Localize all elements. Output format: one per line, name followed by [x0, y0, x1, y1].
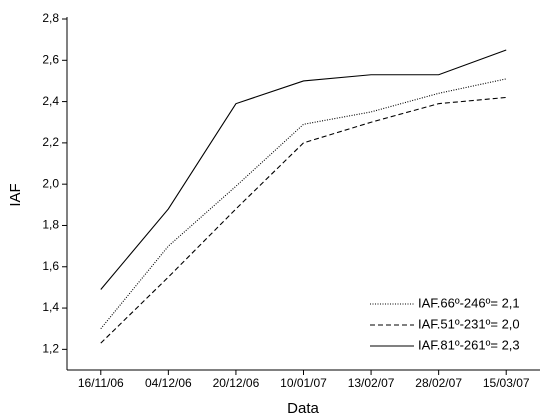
- series-line: [100, 96, 507, 344]
- x-tick-label: 16/11/06: [78, 376, 124, 390]
- x-tick-label: 28/02/07: [415, 376, 462, 390]
- x-tick-label: 15/03/07: [483, 376, 530, 390]
- y-tick-label: 2,0: [42, 176, 59, 190]
- x-tick-label: 13/02/07: [348, 376, 395, 390]
- y-tick-label: 1,6: [42, 259, 59, 273]
- x-axis-title: Data: [287, 400, 319, 415]
- legend-label: IAF.66º-246º= 2,1: [418, 295, 520, 310]
- y-tick-label: 2,8: [42, 11, 59, 25]
- series-line: [100, 49, 507, 290]
- y-tick-label: 1,2: [42, 342, 59, 356]
- y-tick-label: 1,4: [42, 300, 59, 314]
- y-axis-title: IAF: [7, 183, 24, 206]
- x-tick-label: 20/12/06: [213, 376, 260, 390]
- legend-label: IAF.51º-231º= 2,0: [418, 316, 520, 331]
- x-tick-label: 04/12/06: [145, 376, 192, 390]
- y-tick-label: 2,6: [42, 52, 59, 66]
- legend-label: IAF.81º-261º= 2,3: [418, 337, 520, 352]
- y-tick-label: 2,2: [42, 135, 59, 149]
- x-tick-label: 10/01/07: [280, 376, 327, 390]
- series-line: [100, 78, 507, 330]
- y-tick-label: 1,8: [42, 218, 59, 232]
- y-tick-label: 2,4: [42, 94, 59, 108]
